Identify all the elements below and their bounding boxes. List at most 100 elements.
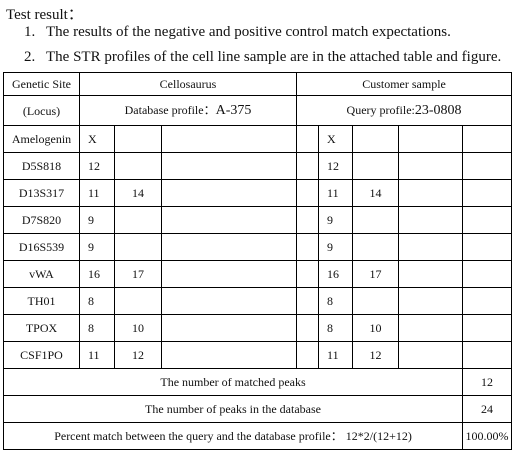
locus-name: D13S317 [3,179,80,207]
query-profile-value: 23-0808 [414,103,462,118]
database-allele: 16 [79,260,115,288]
gap-cell [296,287,320,315]
database-allele: 12 [79,152,115,180]
database-allele [114,125,162,153]
database-allele [160,125,298,153]
summary-row-matched: The number of matched peaks 12 [2,368,513,396]
database-allele [160,233,298,261]
query-allele: 10 [352,314,400,342]
summary-value: 12 [462,368,513,396]
empty-cell [462,341,513,369]
empty-cell [462,152,513,180]
database-allele: 8 [79,287,115,315]
summary-row-database-peaks: The number of peaks in the database 24 [2,395,513,423]
cellosaurus-header: Cellosaurus [78,72,298,96]
profile-row: (Locus) Database profile：A-375 Query pro… [3,95,513,126]
locus-row: TPOX 8 10 8 10 [3,314,513,342]
query-allele [398,260,464,288]
locus-name: TPOX [3,314,80,342]
database-allele [160,341,298,369]
customer-sample-header: Customer sample [296,72,513,96]
query-allele: 12 [318,152,354,180]
database-allele [114,233,162,261]
gap-cell [296,341,320,369]
query-allele: X [318,125,354,153]
item-text: The STR profiles of the cell line sample… [46,49,502,65]
database-allele [114,206,162,234]
empty-cell [462,125,513,153]
database-allele: 17 [114,260,162,288]
gap-cell [296,179,320,207]
query-profile-label: Query profile: [346,103,415,117]
query-allele: 14 [352,179,400,207]
gap-cell [296,125,320,153]
database-profile-value: A-375 [215,103,252,118]
genetic-site-header: Genetic Site [3,72,80,96]
result-item-1: 1. The results of the negative and positi… [24,24,451,41]
locus-row: TH01 8 8 [3,287,513,315]
database-allele: 11 [79,341,115,369]
database-allele: 8 [79,314,115,342]
database-profile: Database profile：A-375 [78,95,298,126]
query-allele [398,125,464,153]
locus-name: CSF1PO [3,341,80,369]
database-allele: 10 [114,314,162,342]
query-allele [398,233,464,261]
database-allele [160,260,298,288]
header-row: Genetic Site Cellosaurus Customer sample [3,72,513,96]
locus-row: vWA 16 17 16 17 [3,260,513,288]
locus-name: D5S818 [3,152,80,180]
str-profile-table: Genetic Site Cellosaurus Customer sample… [2,72,513,450]
summary-value: 24 [462,395,513,423]
query-allele [352,233,400,261]
locus-row: D16S539 9 9 [3,233,513,261]
locus-row: D5S818 12 12 [3,152,513,180]
empty-cell [462,287,513,315]
locus-row: D7S820 9 9 [3,206,513,234]
query-allele [398,341,464,369]
test-result-heading: Test result： [6,7,83,23]
query-allele: 12 [352,341,400,369]
database-allele [160,314,298,342]
locus-name: D16S539 [3,233,80,261]
gap-cell [296,152,320,180]
locus-name: TH01 [3,287,80,315]
query-allele [352,287,400,315]
summary-row-percent: Percent match between the query and the … [2,422,513,450]
database-allele [114,152,162,180]
summary-label: The number of matched peaks [2,368,464,396]
query-allele: 9 [318,206,354,234]
query-allele: 16 [318,260,354,288]
item-number: 2. [24,49,36,65]
query-allele [352,125,400,153]
query-profile: Query profile:23-0808 [296,95,513,126]
database-allele [160,152,298,180]
locus-row: Amelogenin X X [3,125,513,153]
result-item-2: 2. The STR profiles of the cell line samp… [24,49,501,66]
item-text: The results of the negative and positive… [46,24,451,40]
locus-name: D7S820 [3,206,80,234]
query-allele [398,206,464,234]
gap-cell [296,260,320,288]
query-allele: 11 [318,341,354,369]
query-allele: 9 [318,233,354,261]
locus-header: (Locus) [3,95,80,126]
database-allele: 12 [114,341,162,369]
item-number: 1. [24,24,36,40]
query-allele [398,314,464,342]
database-allele: 9 [79,233,115,261]
database-allele [160,206,298,234]
query-allele: 17 [352,260,400,288]
database-profile-label: Database profile： [124,103,216,117]
database-allele: 14 [114,179,162,207]
database-allele [160,287,298,315]
query-allele: 11 [318,179,354,207]
empty-cell [462,314,513,342]
database-allele [160,179,298,207]
database-allele: 11 [79,179,115,207]
gap-cell [296,314,320,342]
summary-label: The number of peaks in the database [2,395,464,423]
database-allele: X [79,125,115,153]
empty-cell [462,260,513,288]
query-allele [398,287,464,315]
